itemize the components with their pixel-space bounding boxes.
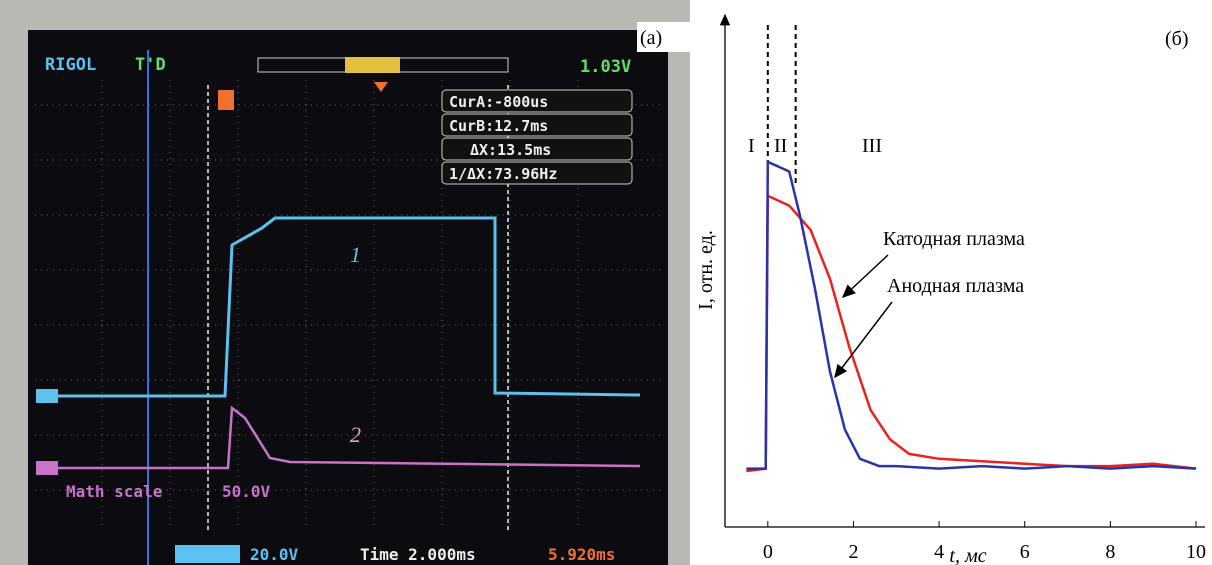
ch1-marker [36, 389, 58, 403]
cursor-text: CurB:12.7ms [449, 117, 548, 135]
cursor-text: CurA:-800us [449, 93, 548, 111]
trig-pos [374, 82, 388, 92]
region-label: III [862, 135, 882, 157]
series-annotation: Катодная плазма [883, 228, 1025, 250]
annotation-arrow [834, 301, 893, 379]
channel-scale: 20.0V [250, 545, 299, 564]
trigger-state: T'D [135, 55, 166, 75]
x-label: t, мс [949, 545, 986, 565]
region-label: II [774, 135, 787, 157]
brand: RIGOL [45, 55, 96, 75]
cursor-box [441, 161, 633, 185]
chart: (б) I, отн. ед. t, мс 0 2 4 6 8 10I II IIIКатод… [695, 13, 1206, 565]
offset: 5.920ms [548, 545, 615, 564]
trace-1 [40, 216, 641, 398]
panel-label: (б) [1165, 28, 1189, 50]
label-box [637, 22, 692, 52]
ch-badge [175, 545, 240, 563]
x-tick-label: 4 [934, 541, 944, 563]
trigger-level: 1.03V [580, 57, 631, 77]
math-scale: Math scale [66, 482, 162, 501]
x-tick-label: 2 [848, 541, 858, 563]
x-tick-label: 6 [1020, 541, 1030, 563]
ch2-marker [36, 461, 58, 475]
x-tick-label: 8 [1105, 541, 1115, 563]
series-line [746, 159, 1197, 470]
x-tick-label: 10 [1186, 541, 1206, 563]
time-base: Time 2.000ms [360, 545, 476, 564]
trace-label: 1 [350, 242, 361, 267]
panel-label: (a) [640, 27, 662, 49]
trace-label: 2 [350, 422, 361, 447]
trig-marker [218, 90, 234, 110]
math-value: 50.0V [222, 482, 271, 501]
cursor-panel: CurA:-800us CurB:12.7ms ΔX:13.5ms 1/ΔX:7… [441, 89, 633, 185]
cursor-text: 1/ΔX:73.96Hz [449, 165, 557, 183]
cursor-box [441, 89, 633, 113]
cursor-text: ΔX:13.5ms [470, 141, 551, 159]
series-annotation: Анодная плазма [887, 275, 1024, 297]
x-tick-label: 0 [763, 541, 773, 563]
region-label: I [748, 135, 755, 157]
y-label: I, отн. ед. [695, 230, 717, 310]
trace-2 [40, 405, 641, 470]
screen-grid [35, 80, 660, 530]
cursor-box [441, 137, 633, 161]
annotation-arrow [841, 254, 889, 299]
memory-window [345, 57, 400, 73]
cursor-box [441, 113, 633, 137]
oscilloscope: RIGOL T'D 1.03V CurA:-800us CurB:12.7ms … [0, 0, 692, 565]
